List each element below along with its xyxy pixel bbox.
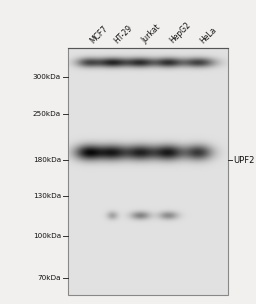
Text: MCF7: MCF7 (88, 24, 109, 45)
Text: 100kDa: 100kDa (33, 233, 61, 240)
Text: HeLa: HeLa (198, 25, 218, 45)
Text: 70kDa: 70kDa (37, 275, 61, 281)
Text: HepG2: HepG2 (168, 20, 193, 45)
Text: HT-29: HT-29 (112, 23, 134, 45)
Text: Jurkat: Jurkat (140, 22, 162, 45)
Bar (68, 48, 228, 295)
Text: 130kDa: 130kDa (33, 193, 61, 199)
Text: 300kDa: 300kDa (33, 74, 61, 80)
Text: UPF2: UPF2 (233, 156, 254, 165)
Text: 250kDa: 250kDa (33, 111, 61, 117)
Text: 180kDa: 180kDa (33, 157, 61, 163)
